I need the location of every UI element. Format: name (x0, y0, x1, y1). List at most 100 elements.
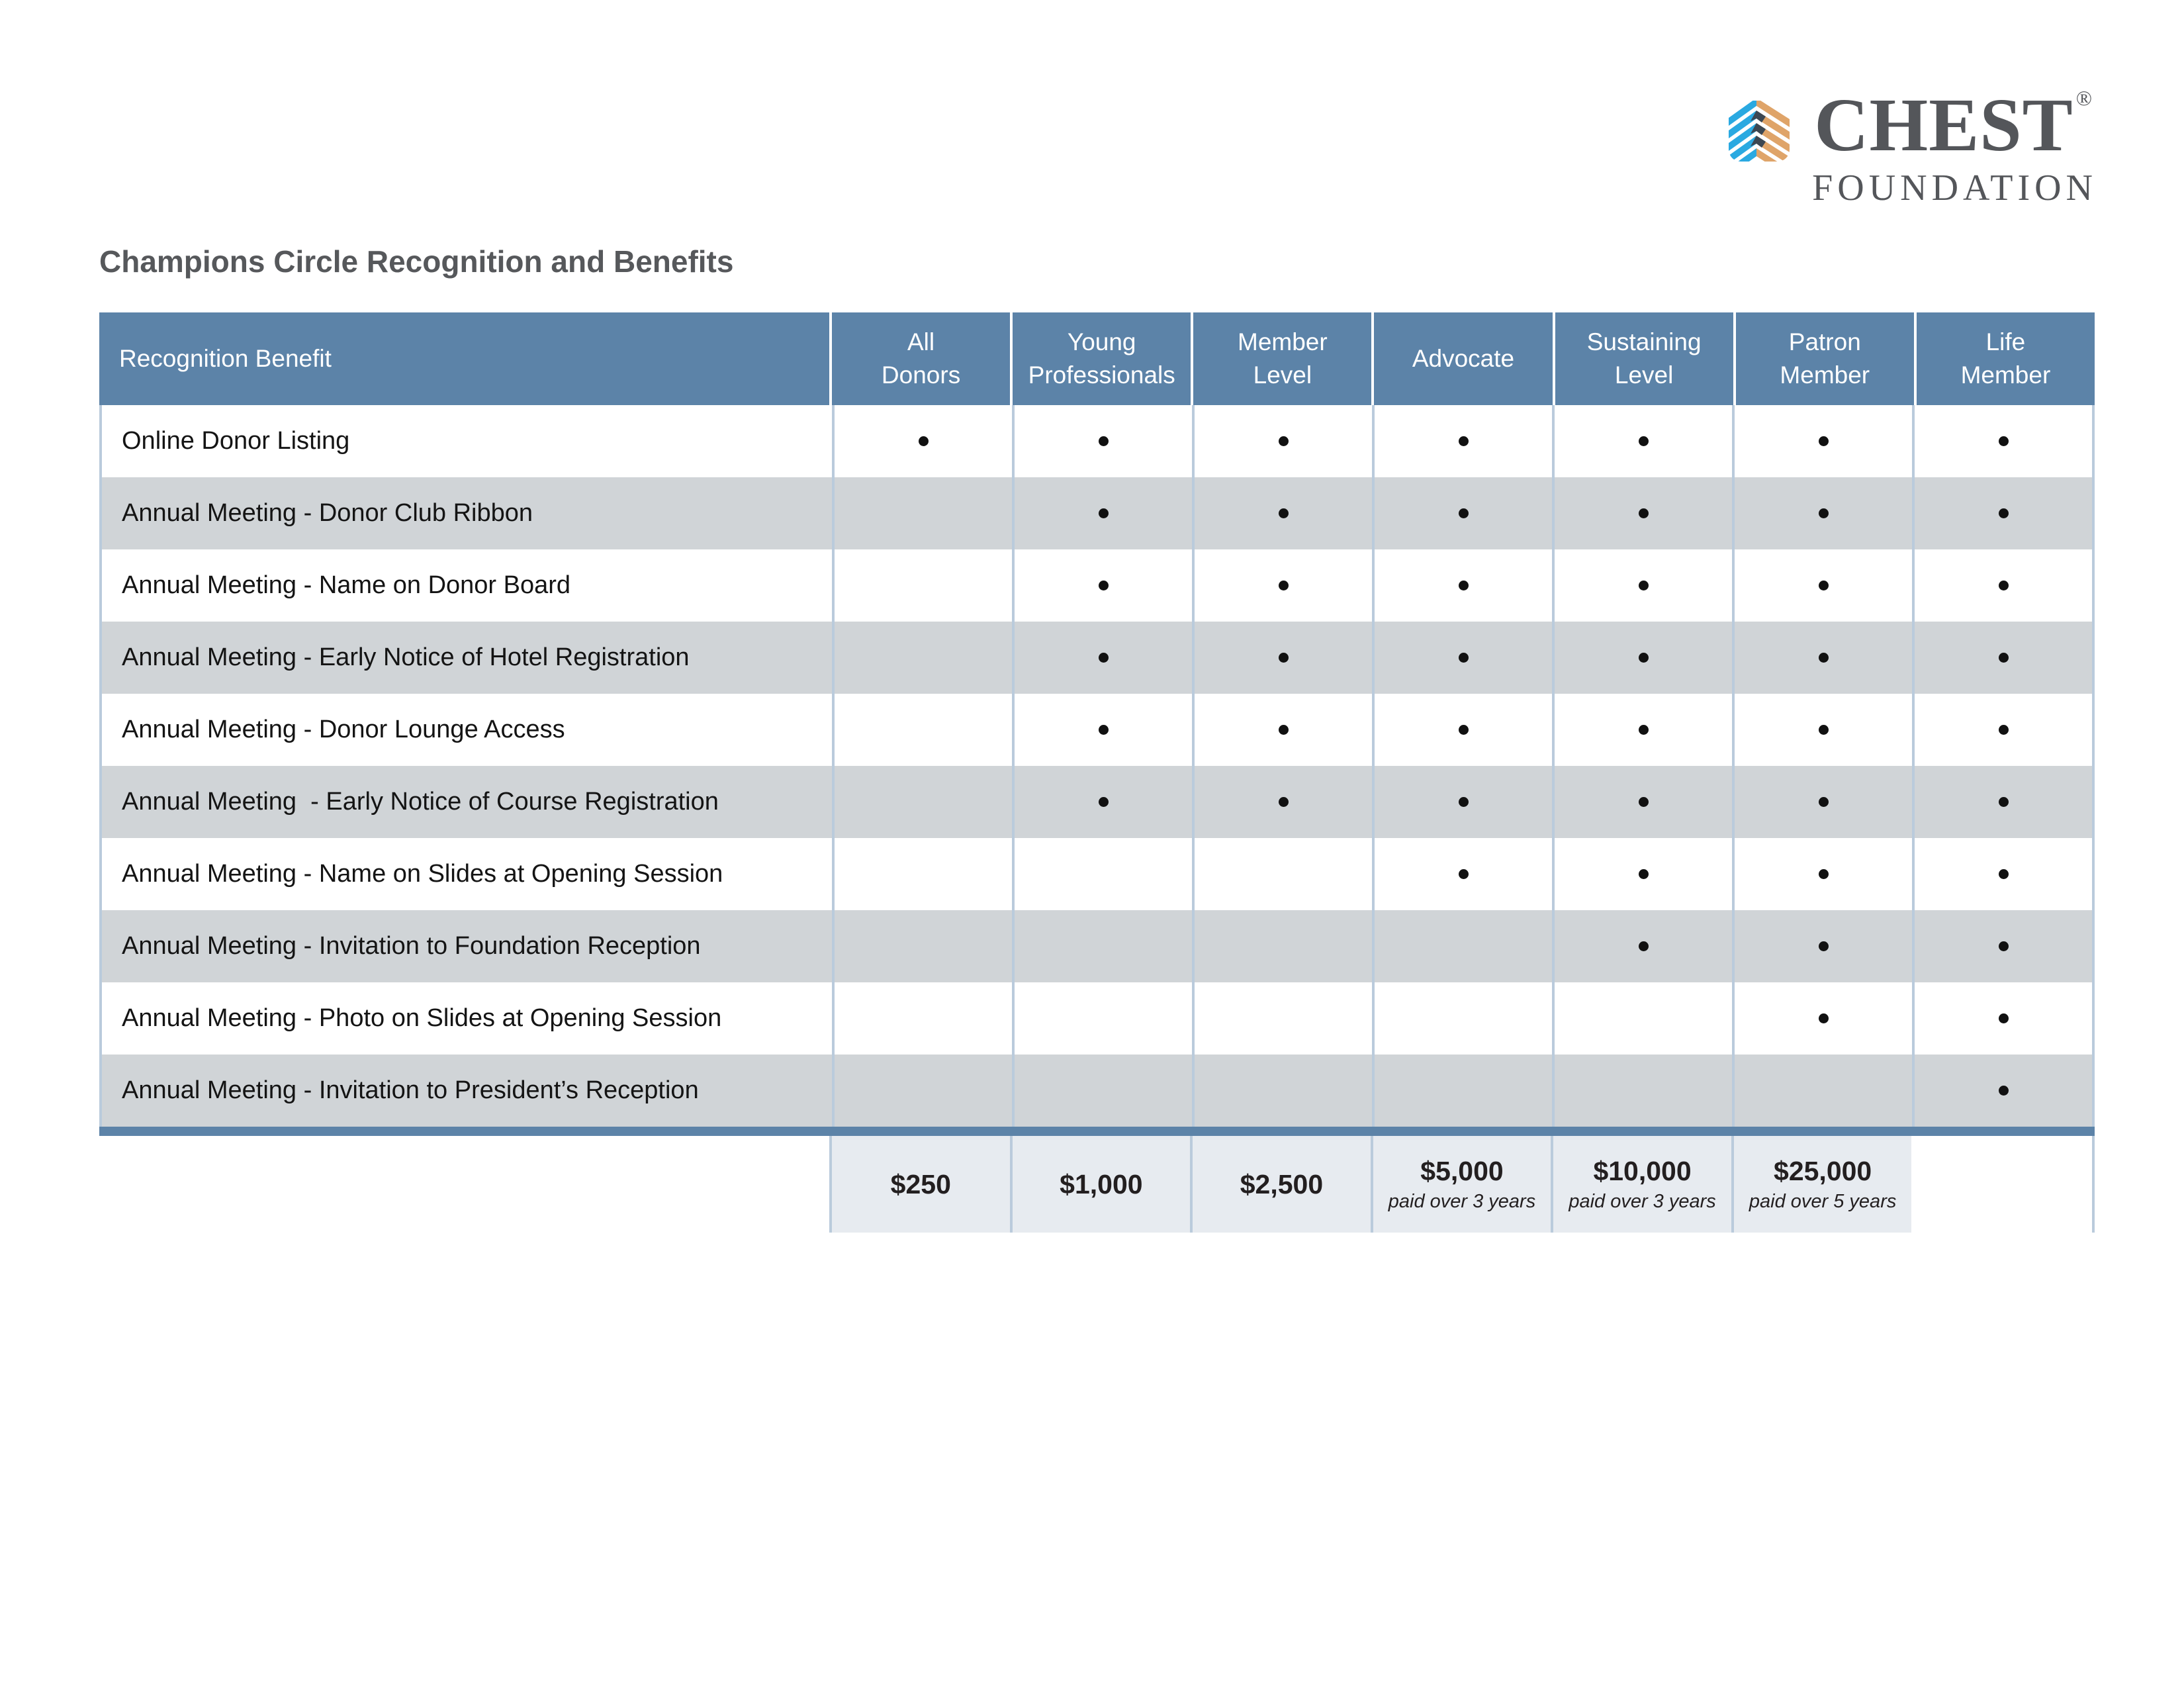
benefit-dot (1098, 581, 1109, 590)
benefit-cell (1732, 910, 1912, 982)
benefit-cell (1552, 982, 1732, 1055)
benefit-cell (1192, 694, 1372, 766)
column-header-donor-level: Advocate (1371, 312, 1552, 405)
benefit-cell (1732, 694, 1912, 766)
benefit-cell (1192, 405, 1372, 477)
benefit-cell (1012, 477, 1192, 549)
benefit-cell (1372, 838, 1552, 910)
price-amount: $2,500 (1240, 1168, 1324, 1199)
benefit-dot (1998, 436, 2009, 446)
benefit-dot (1458, 653, 1469, 663)
benefit-cell (1912, 622, 2092, 694)
benefit-cell (1192, 622, 1372, 694)
benefit-row: Annual Meeting - Invitation to President… (99, 1055, 2095, 1127)
benefit-dot (1818, 653, 1829, 663)
benefit-cell (1912, 766, 2092, 838)
benefit-dot (1638, 581, 1649, 590)
benefit-dot (1998, 941, 2009, 951)
benefit-dot (1638, 725, 1649, 735)
benefit-cell (1192, 910, 1372, 982)
benefit-cell (1372, 405, 1552, 477)
benefit-cell (832, 549, 1012, 622)
benefit-row: Annual Meeting - Early Notice of Course … (99, 766, 2095, 838)
price-note: paid over 3 years (1388, 1191, 1536, 1212)
benefit-dot (1638, 436, 1649, 446)
price-amount: $10,000 (1593, 1156, 1692, 1186)
benefit-cell (1372, 477, 1552, 549)
benefit-cell (832, 766, 1012, 838)
benefit-cell (1192, 1055, 1372, 1127)
benefit-dot (1458, 436, 1469, 446)
benefit-cell (1552, 694, 1732, 766)
benefit-dot (1278, 725, 1289, 735)
benefit-cell (1192, 766, 1372, 838)
benefit-dot (1998, 508, 2009, 518)
benefit-cell (1552, 910, 1732, 982)
benefit-dot (1818, 869, 1829, 879)
benefit-dot (1998, 653, 2009, 663)
benefit-dot (1458, 725, 1469, 735)
price-cell: $25,000 paid over 5 years (1731, 1136, 1912, 1233)
benefit-cell (1012, 694, 1192, 766)
benefit-label: Annual Meeting - Early Notice of Course … (122, 788, 719, 816)
benefit-cell (1192, 838, 1372, 910)
benefit-cell (1912, 477, 2092, 549)
price-amount: $5,000 (1420, 1156, 1504, 1186)
price-note: paid over 5 years (1749, 1191, 1897, 1212)
benefit-row: Annual Meeting - Photo on Slides at Open… (99, 982, 2095, 1055)
benefit-cell (1192, 549, 1372, 622)
benefit-dot (1998, 725, 2009, 735)
benefit-row: Annual Meeting - Donor Club Ribbon (99, 477, 2095, 549)
benefit-cell (1552, 622, 1732, 694)
brand-subtitle: FOUNDATION (1812, 167, 2097, 209)
benefit-label: Annual Meeting - Invitation to Foundatio… (122, 932, 701, 960)
chest-foundation-logo: CHEST ® FOUNDATION (1729, 87, 2093, 209)
benefit-cell (1552, 766, 1732, 838)
benefit-label: Annual Meeting - Photo on Slides at Open… (122, 1004, 722, 1032)
price-note: paid over 3 years (1569, 1191, 1716, 1212)
benefit-dot (1998, 581, 2009, 590)
benefit-cell (1012, 766, 1192, 838)
benefit-dot (1818, 436, 1829, 446)
benefit-cell (1732, 1055, 1912, 1127)
benefit-dot (1998, 1086, 2009, 1096)
benefit-dot (1458, 508, 1469, 518)
benefit-row: Annual Meeting - Invitation to Foundatio… (99, 910, 2095, 982)
price-amount: $25,000 (1774, 1156, 1872, 1186)
price-cell: $2,500 (1190, 1136, 1371, 1233)
benefit-row: Annual Meeting - Early Notice of Hotel R… (99, 622, 2095, 694)
benefit-cell (832, 982, 1012, 1055)
benefit-cell (832, 1055, 1012, 1127)
benefit-cell (1732, 766, 1912, 838)
benefit-cell (1012, 910, 1192, 982)
benefit-cell (1372, 1055, 1552, 1127)
benefit-dot (1458, 869, 1469, 879)
price-amount: $250 (890, 1168, 951, 1199)
benefit-cell (1192, 982, 1372, 1055)
chest-ribcage-icon (1729, 101, 1790, 162)
benefit-row: Annual Meeting - Name on Donor Board (99, 549, 2095, 622)
column-header-donor-level: All Donors (829, 312, 1010, 405)
benefit-dot (1638, 941, 1649, 951)
benefit-cell (832, 910, 1012, 982)
column-header-donor-level: Life Member (1913, 312, 2095, 405)
benefit-cell (1012, 838, 1192, 910)
benefit-cell (1732, 405, 1912, 477)
benefit-cell (1372, 694, 1552, 766)
price-cell: $250 (829, 1136, 1010, 1233)
benefit-cell (1012, 622, 1192, 694)
benefit-cell (1912, 838, 2092, 910)
benefit-dot (1638, 797, 1649, 807)
column-header-donor-level: Sustaining Level (1552, 312, 1733, 405)
price-cell: $1,000 (1009, 1136, 1191, 1233)
benefit-cell (1552, 477, 1732, 549)
benefit-cell (1552, 549, 1732, 622)
benefit-cell (1732, 838, 1912, 910)
benefit-dot (1818, 725, 1829, 735)
benefit-cell (832, 694, 1012, 766)
benefit-cell (1912, 982, 2092, 1055)
benefit-dot (1998, 1013, 2009, 1023)
price-cell: $10,000 paid over 3 years (1551, 1136, 1731, 1233)
benefit-cell (832, 405, 1012, 477)
benefit-dot (1278, 581, 1289, 590)
